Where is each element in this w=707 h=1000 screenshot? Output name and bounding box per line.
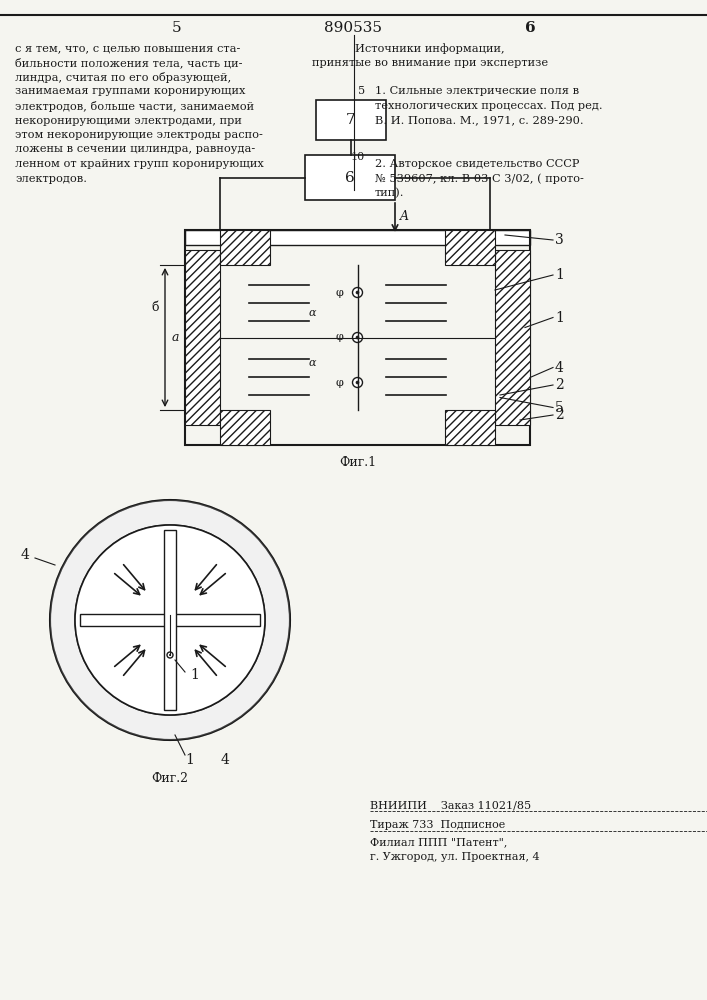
Text: электродов.: электродов. [15, 174, 87, 184]
Bar [305, 155, 395, 200]
Text: 1. Сильные электрические поля в: 1. Сильные электрические поля в [375, 87, 579, 97]
Text: 5: 5 [358, 87, 365, 97]
Text: 2. Авторское свидетельство СССР: 2. Авторское свидетельство СССР [375, 159, 579, 169]
Circle shape [50, 500, 290, 740]
Text: технологических процессах. Под ред.: технологических процессах. Под ред. [375, 101, 602, 111]
Text: принятые во внимание при экспертизе: принятые во внимание при экспертизе [312, 57, 548, 68]
Text: α: α [309, 308, 316, 318]
Text: 6: 6 [525, 21, 535, 35]
Text: 7: 7 [346, 113, 356, 127]
Text: φ: φ [336, 288, 344, 298]
Text: Филиал ППП "Патент",: Филиал ППП "Патент", [370, 837, 508, 847]
Text: 3: 3 [555, 233, 563, 247]
Text: A: A [400, 211, 409, 224]
Circle shape [353, 288, 363, 298]
Text: 5: 5 [555, 400, 563, 414]
Text: 890535: 890535 [324, 21, 382, 35]
Circle shape [356, 381, 359, 384]
Bar [185, 250, 220, 425]
Circle shape [75, 525, 265, 715]
Circle shape [50, 500, 290, 740]
Text: ВНИИПИ    Заказ 11021/85: ВНИИПИ Заказ 11021/85 [370, 800, 531, 810]
Circle shape [167, 652, 173, 658]
Bar [445, 230, 495, 265]
Bar [316, 100, 386, 140]
Text: В. И. Попова. М., 1971, с. 289-290.: В. И. Попова. М., 1971, с. 289-290. [375, 115, 583, 125]
Text: г. Ужгород, ул. Проектная, 4: г. Ужгород, ул. Проектная, 4 [370, 852, 539, 862]
Text: 2: 2 [555, 408, 563, 422]
Text: a: a [171, 331, 179, 344]
Circle shape [353, 377, 363, 387]
Text: ленном от крайних групп коронирующих: ленном от крайних групп коронирующих [15, 159, 264, 169]
Text: 2: 2 [555, 378, 563, 392]
Text: 4: 4 [221, 753, 230, 767]
Text: 6: 6 [345, 170, 355, 184]
Text: бильности положения тела, часть ци-: бильности положения тела, часть ци- [15, 57, 243, 68]
Text: линдра, считая по его образующей,: линдра, считая по его образующей, [15, 72, 231, 83]
Text: Источники информации,: Источники информации, [355, 43, 505, 54]
Text: 4: 4 [21, 548, 30, 562]
Text: тип).: тип). [375, 188, 404, 198]
Text: электродов, больше части, занимаемой: электродов, больше части, занимаемой [15, 101, 254, 112]
Text: φ: φ [336, 377, 344, 387]
Text: 1: 1 [555, 268, 564, 282]
Text: 1: 1 [185, 753, 194, 767]
Text: № 539607, кл. В 03 С 3/02, ( прото-: № 539607, кл. В 03 С 3/02, ( прото- [375, 174, 584, 184]
Text: φ: φ [336, 332, 344, 342]
Text: 1: 1 [191, 668, 199, 682]
Text: 5: 5 [173, 21, 182, 35]
Bar [185, 230, 530, 245]
Circle shape [356, 336, 359, 339]
Text: 4: 4 [555, 360, 564, 374]
Text: занимаемая группами коронирующих: занимаемая группами коронирующих [15, 87, 245, 97]
Circle shape [353, 332, 363, 342]
Text: α: α [309, 358, 316, 367]
Bar [445, 410, 495, 445]
Text: некоронирующими электродами, при: некоронирующими электродами, при [15, 115, 242, 125]
Bar [80, 614, 260, 626]
Bar [220, 410, 270, 445]
Circle shape [169, 654, 171, 656]
Text: Фиг.2: Фиг.2 [151, 772, 189, 784]
Text: Фиг.1: Фиг.1 [339, 456, 376, 470]
Bar [495, 250, 530, 425]
Text: ложены в сечении цилиндра, равноуда-: ложены в сечении цилиндра, равноуда- [15, 144, 255, 154]
Text: б: б [151, 301, 159, 314]
Text: с я тем, что, с целью повышения ста-: с я тем, что, с целью повышения ста- [15, 43, 240, 53]
Bar [164, 530, 176, 710]
Text: этом некоронирующие электроды распо-: этом некоронирующие электроды распо- [15, 130, 263, 140]
Text: Тираж 733  Подписное: Тираж 733 Подписное [370, 820, 506, 830]
Circle shape [356, 291, 359, 294]
Text: 10: 10 [351, 152, 365, 162]
Bar [220, 230, 270, 265]
Text: 1: 1 [555, 310, 564, 324]
Bar [185, 230, 530, 445]
